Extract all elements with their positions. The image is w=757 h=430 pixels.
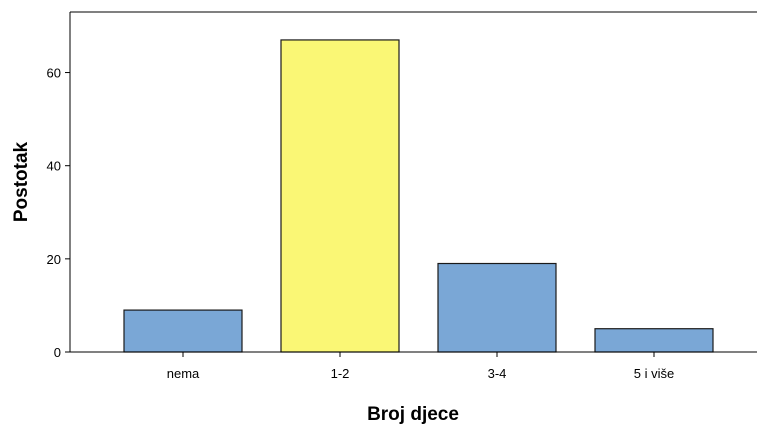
- y-tick-label: 20: [47, 252, 61, 267]
- y-axis-title: Postotak: [11, 141, 32, 222]
- y-tick-label: 60: [47, 66, 61, 81]
- x-tick-label: 1-2: [331, 366, 350, 381]
- x-axis-title: Broj djece: [367, 404, 459, 425]
- bar-5-i-više: [594, 328, 714, 353]
- x-tick-label: 5 i više: [634, 366, 674, 381]
- y-tick-label: 0: [54, 345, 61, 360]
- x-ticks-group: nema 1-2 3-4 5 i više: [167, 352, 674, 381]
- axes-group: [69, 11, 757, 353]
- bar-1-2: [280, 39, 400, 353]
- y-ticks-group: 0 20 40 60: [47, 66, 70, 360]
- bar-nema: [123, 309, 243, 353]
- x-tick-label: 3-4: [488, 366, 507, 381]
- bars-group: [123, 39, 714, 353]
- y-tick-label: 40: [47, 159, 61, 174]
- x-tick-label: nema: [167, 366, 200, 381]
- bar-3-4: [437, 262, 557, 353]
